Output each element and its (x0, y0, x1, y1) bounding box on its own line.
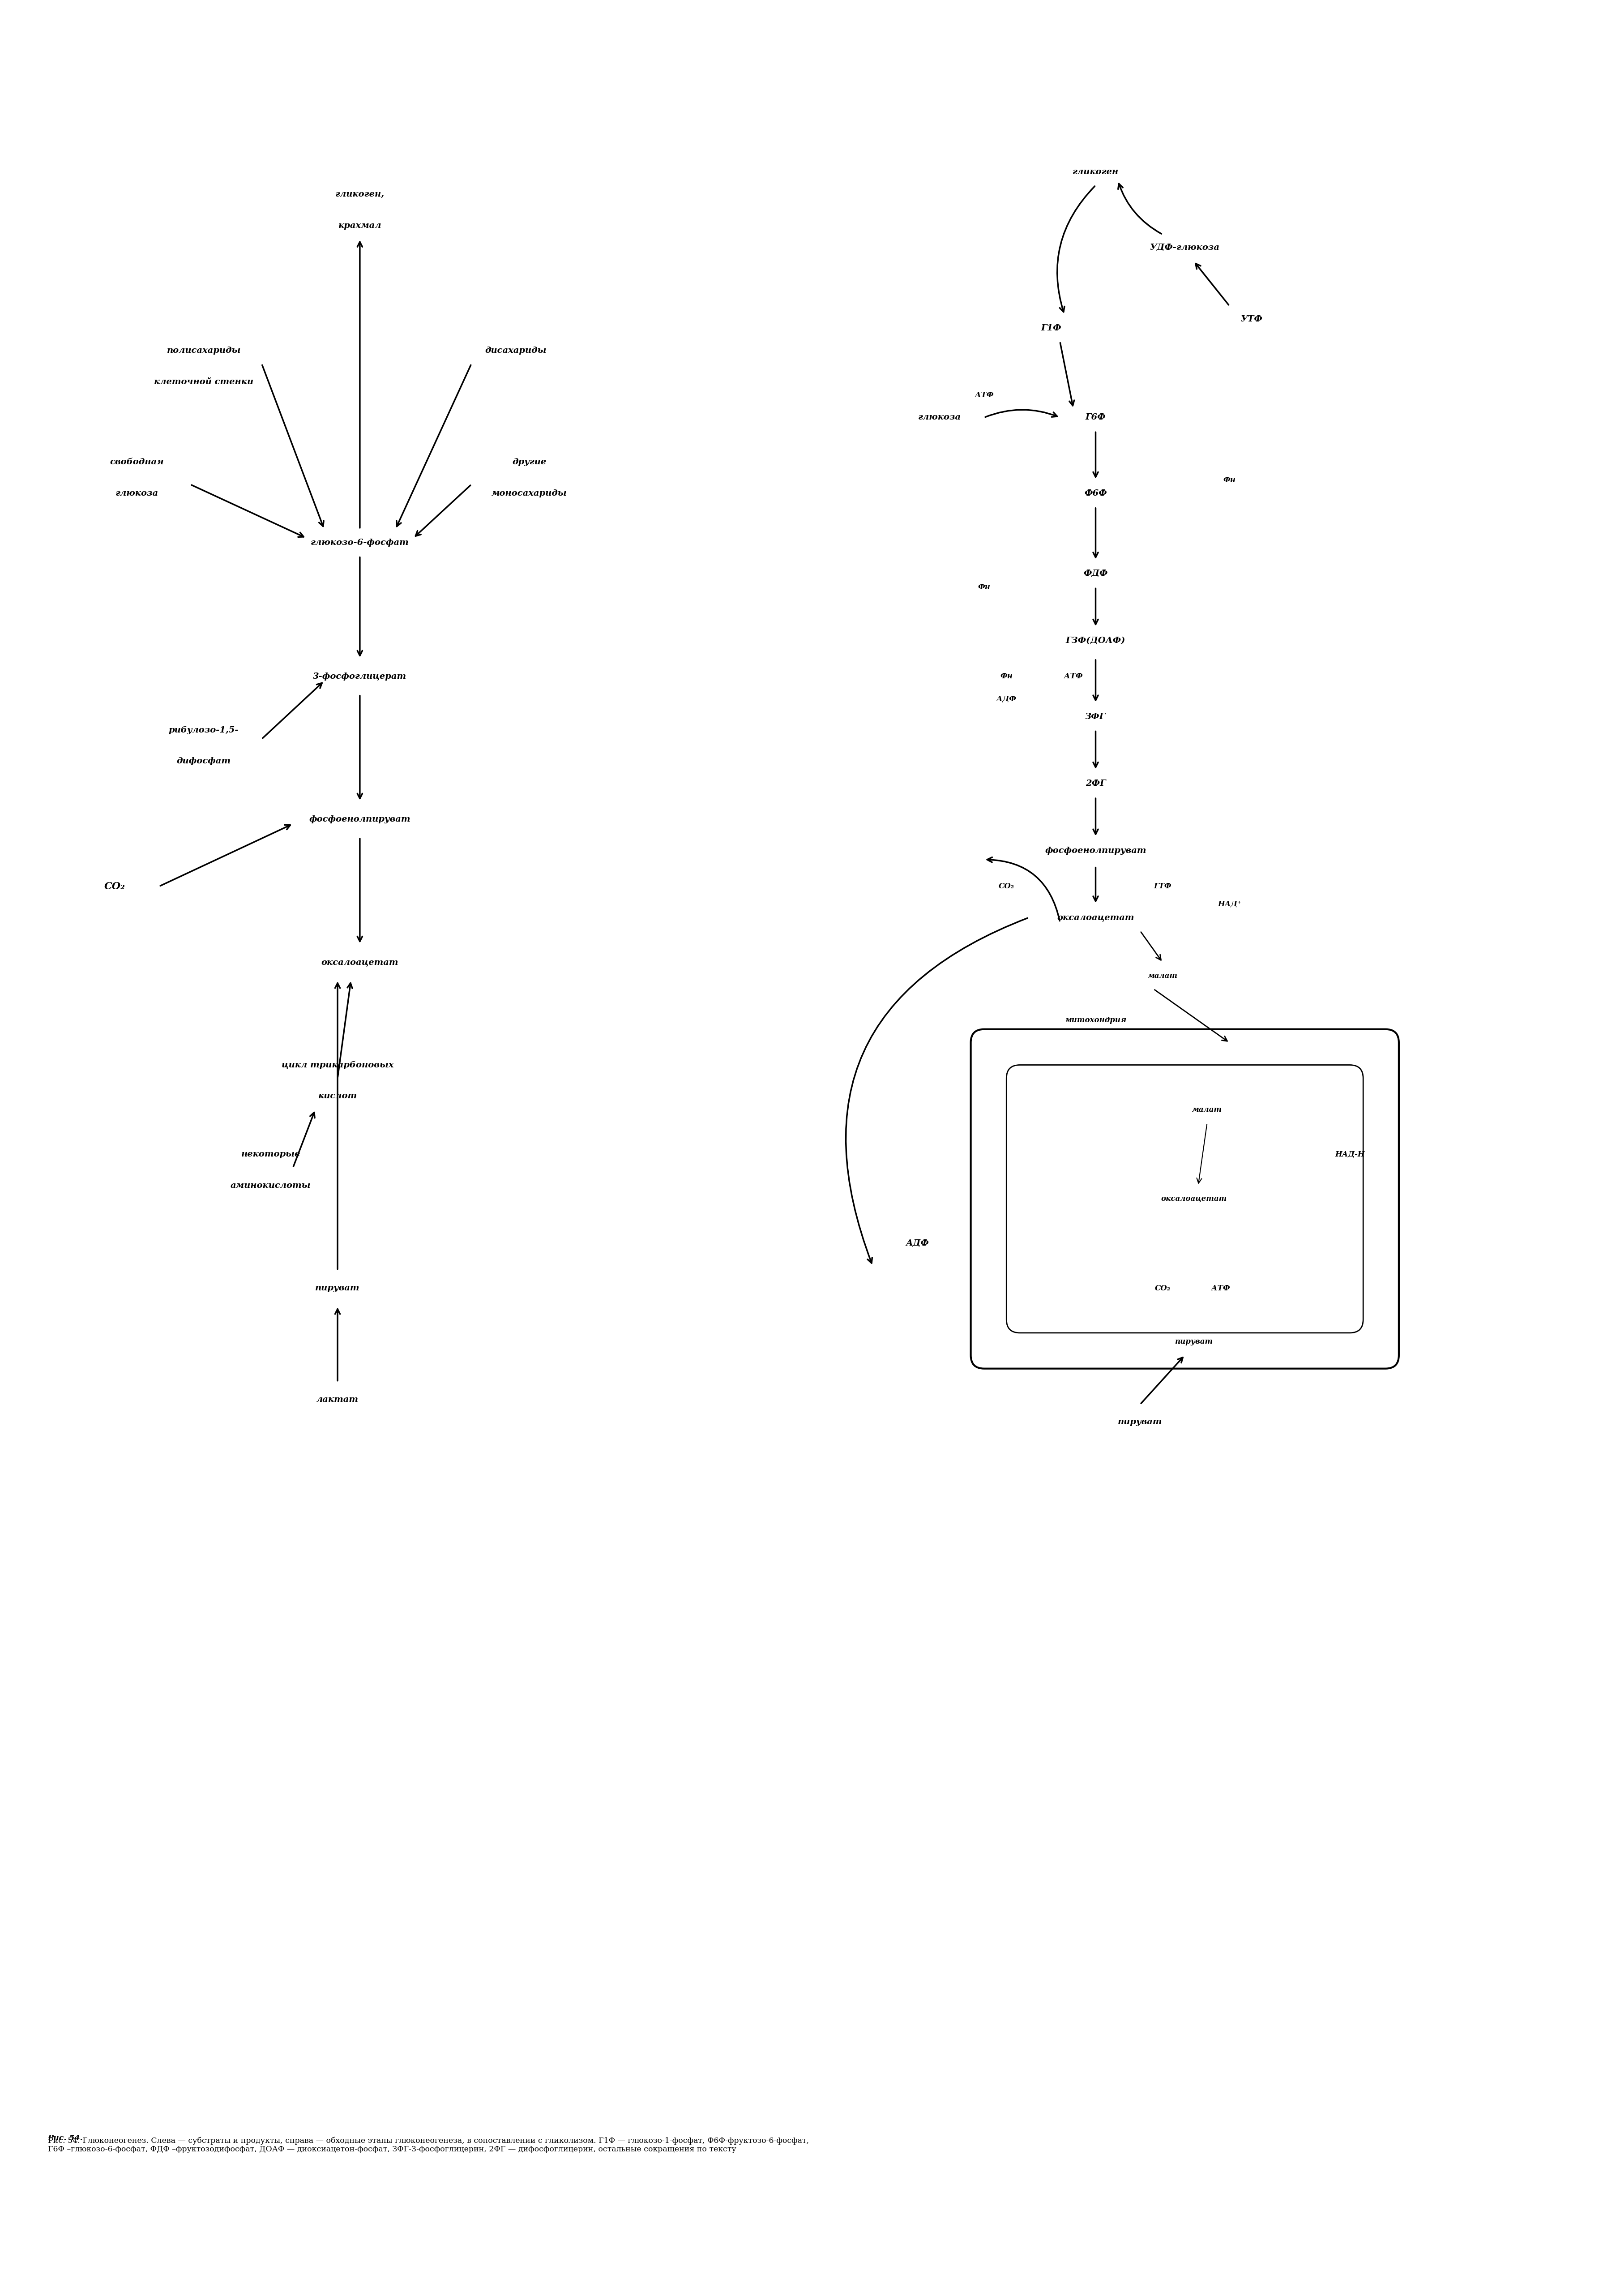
Text: АТФ: АТФ (974, 390, 994, 400)
Text: глюкозо-6-фосфат: глюкозо-6-фосфат (310, 540, 409, 546)
Text: малат: малат (1147, 971, 1178, 980)
Text: пируват: пируват (1175, 1339, 1212, 1345)
Text: клеточной стенки: клеточной стенки (154, 379, 254, 386)
Text: гликоген: гликоген (1073, 168, 1118, 177)
Text: Г6Ф: Г6Ф (1086, 413, 1105, 422)
Text: фосфоенолпируват: фосфоенолпируват (1046, 847, 1146, 854)
Text: некоторые: некоторые (241, 1150, 301, 1157)
Text: гликоген,: гликоген, (335, 191, 385, 197)
Text: НАД⁺: НАД⁺ (1217, 900, 1241, 907)
Text: пируват: пируват (315, 1283, 360, 1293)
Text: полисахариды: полисахариды (166, 347, 241, 354)
Text: дисахариды: дисахариды (485, 347, 546, 354)
Text: УДФ-глюкоза: УДФ-глюкоза (1151, 243, 1220, 253)
Text: Ф6Ф: Ф6Ф (1084, 489, 1107, 498)
Text: моносахариды: моносахариды (491, 489, 567, 498)
Text: ГТФ: ГТФ (1154, 882, 1172, 891)
Text: крахмал: крахмал (338, 220, 381, 230)
Text: Г1Ф: Г1Ф (1041, 324, 1062, 333)
Text: рибулозо-1,5-: рибулозо-1,5- (168, 726, 239, 735)
Text: ГЗФ(ДОАФ): ГЗФ(ДОАФ) (1067, 636, 1125, 645)
Text: малат: малат (1193, 1107, 1222, 1114)
Text: кислот: кислот (318, 1093, 357, 1100)
Text: ЗФГ: ЗФГ (1086, 712, 1105, 721)
Text: другие: другие (512, 459, 546, 466)
Text: Фн: Фн (978, 583, 991, 590)
Text: СО₂: СО₂ (1155, 1283, 1170, 1293)
Text: ФДФ: ФДФ (1083, 569, 1109, 579)
FancyBboxPatch shape (971, 1029, 1399, 1368)
Text: УТФ: УТФ (1241, 315, 1262, 324)
Text: АДФ: АДФ (905, 1240, 929, 1247)
Text: оксалоацетат: оксалоацетат (1160, 1196, 1227, 1203)
Text: глюкоза: глюкоза (115, 489, 158, 498)
Text: аминокислоты: аминокислоты (231, 1182, 310, 1189)
Text: Рис. 54.: Рис. 54. (48, 2135, 82, 2142)
Text: глюкоза: глюкоза (918, 413, 962, 422)
Text: СО₂: СО₂ (103, 882, 124, 891)
Text: пируват: пируват (1118, 1419, 1162, 1426)
Text: АТФ: АТФ (1210, 1283, 1230, 1293)
Text: 2ФГ: 2ФГ (1086, 781, 1105, 788)
Text: фосфоенолпируват: фосфоенолпируват (309, 815, 410, 824)
Text: свободная: свободная (110, 459, 163, 466)
Text: АТФ: АТФ (1063, 673, 1083, 680)
Text: митохондрия: митохондрия (1065, 1017, 1126, 1024)
Text: Фн: Фн (1223, 475, 1236, 484)
Text: НАД-Н: НАД-Н (1335, 1150, 1364, 1157)
Text: лактат: лактат (317, 1396, 359, 1403)
Text: Рис. 54. Глюконеогенез. Слева — субстраты и продукты, справа — обходные этапы гл: Рис. 54. Глюконеогенез. Слева — субстрат… (48, 2138, 808, 2154)
FancyBboxPatch shape (1007, 1065, 1364, 1334)
Text: Фн: Фн (1000, 673, 1013, 680)
Text: СО₂: СО₂ (999, 882, 1015, 891)
Text: АДФ: АДФ (997, 696, 1016, 703)
Text: дифосфат: дифосфат (176, 758, 231, 765)
Text: цикл трикарбоновых: цикл трикарбоновых (281, 1061, 394, 1070)
Text: 3-фосфоглицерат: 3-фосфоглицерат (314, 673, 407, 680)
Text: оксалоацетат: оксалоацетат (1057, 914, 1134, 921)
Text: оксалоацетат: оксалоацетат (322, 957, 399, 967)
